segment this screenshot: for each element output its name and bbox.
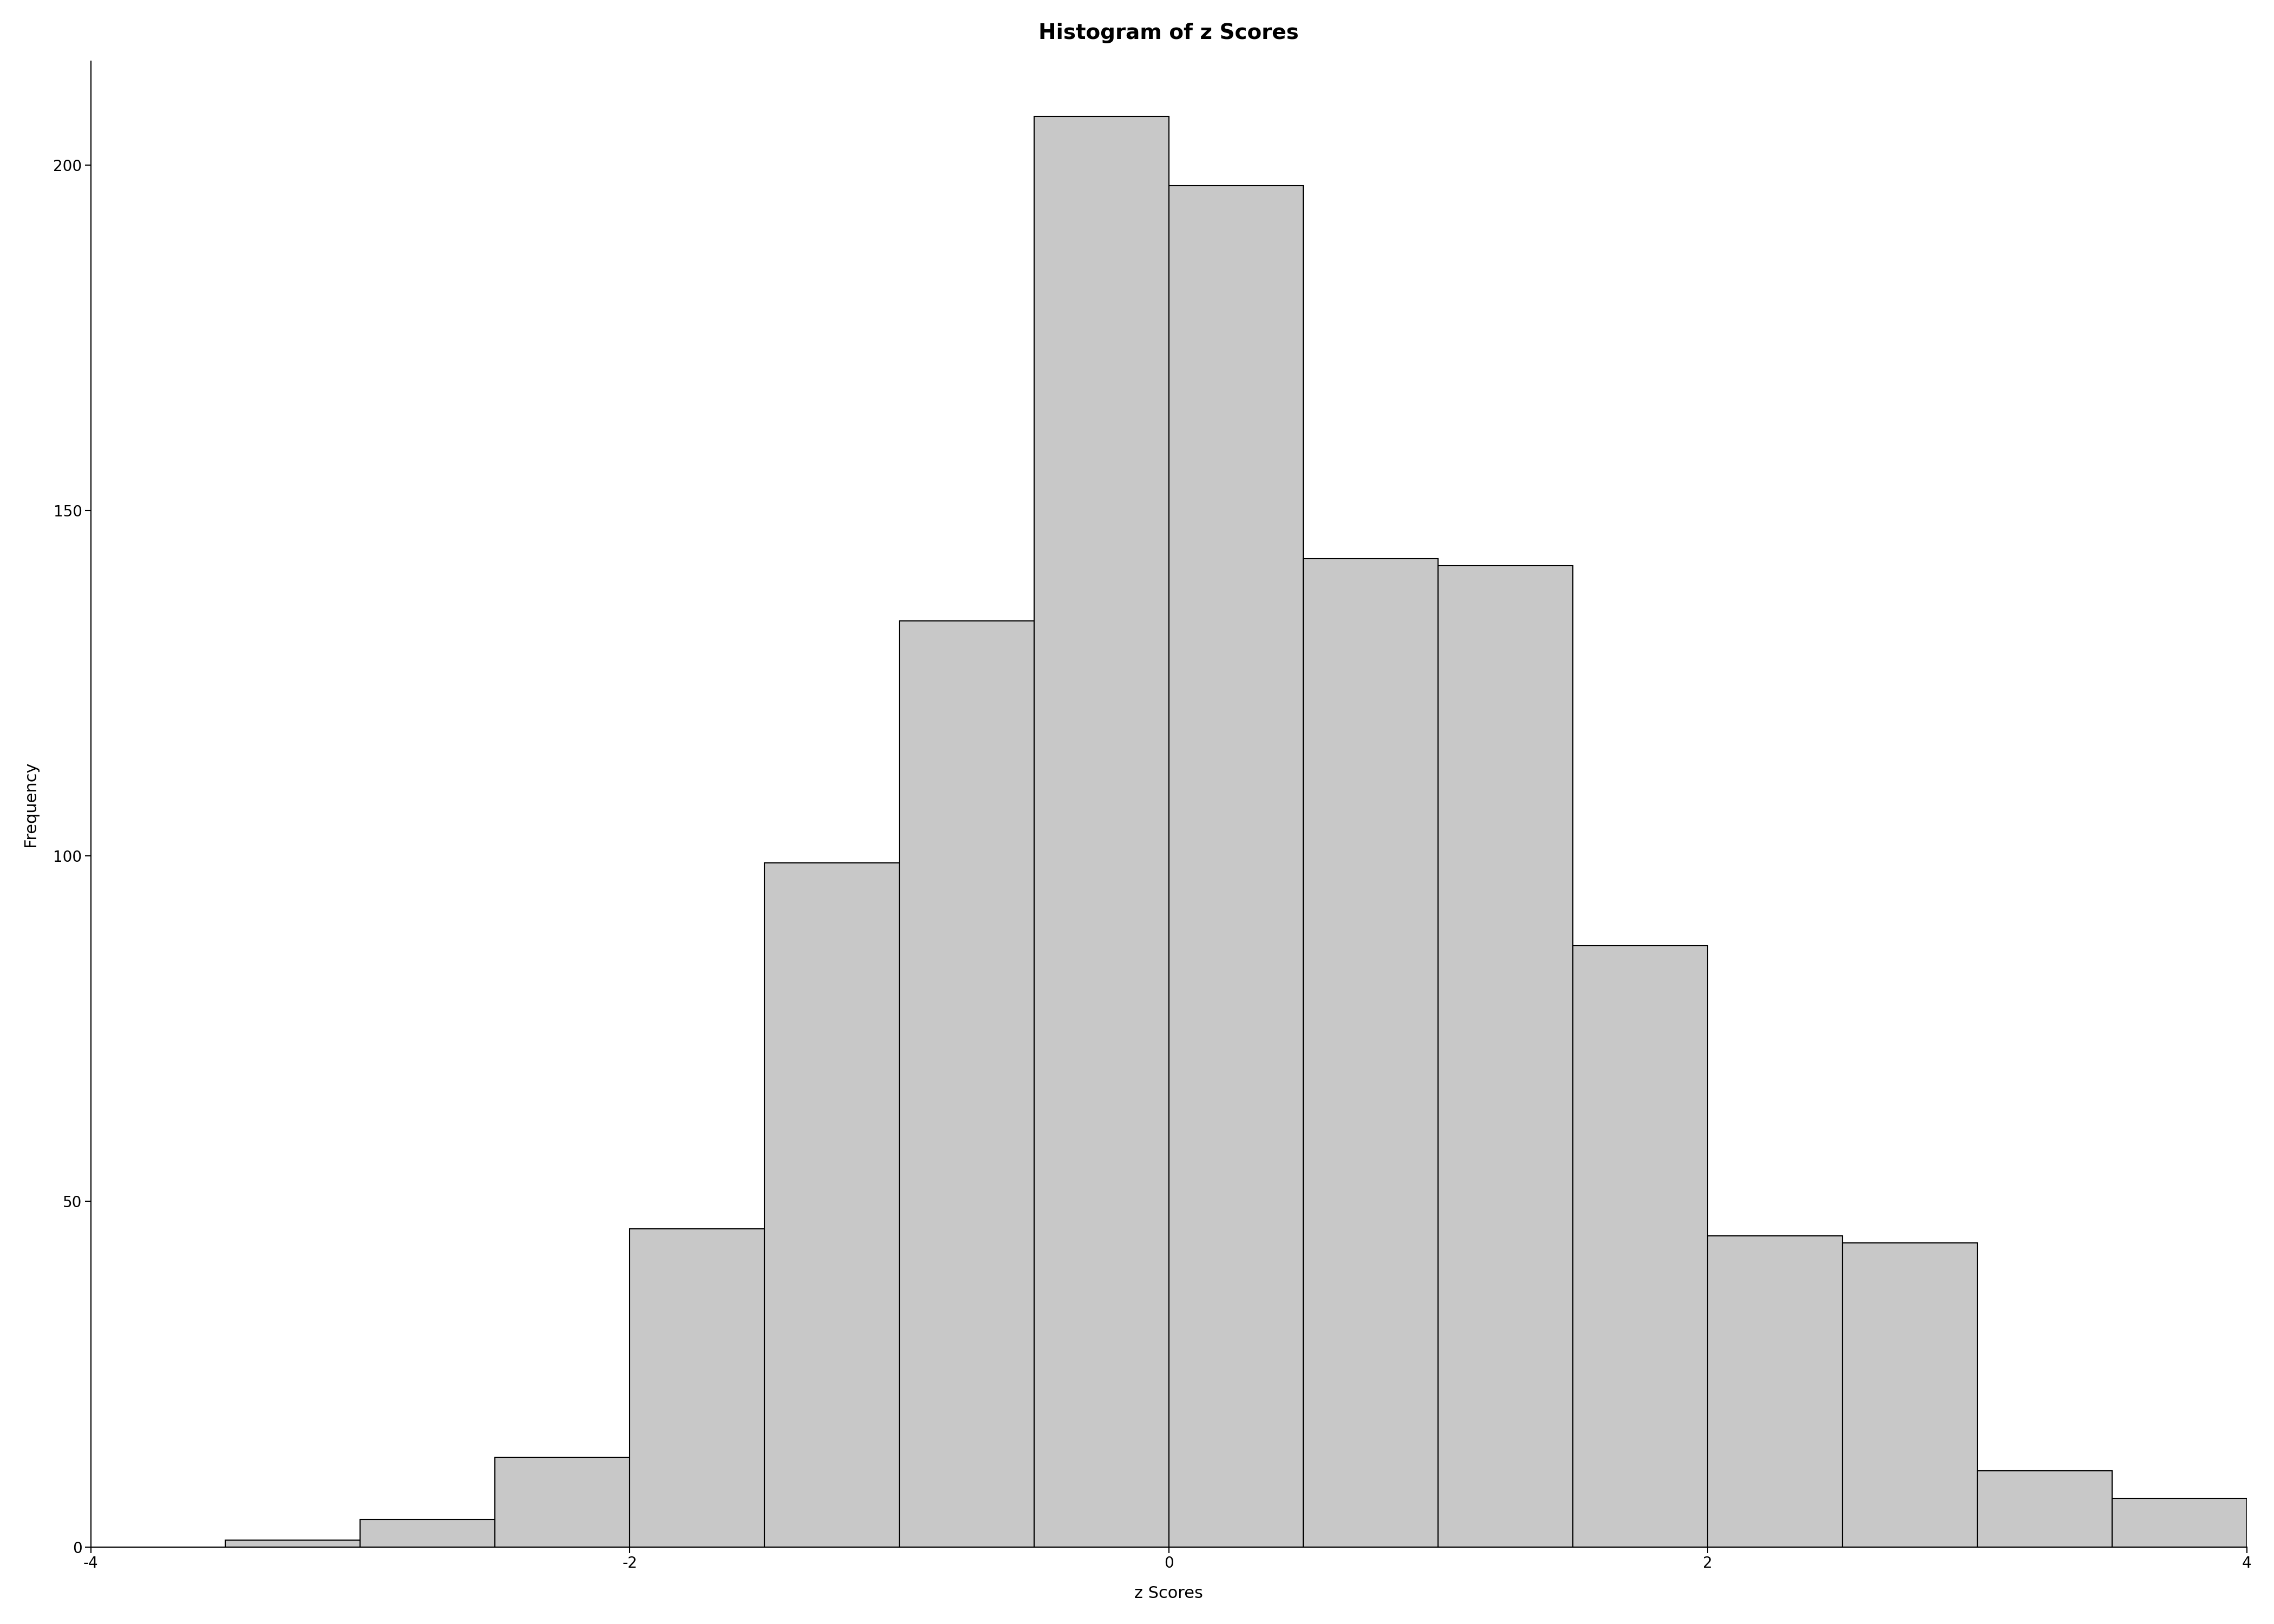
- X-axis label: z Scores: z Scores: [1135, 1585, 1203, 1601]
- Bar: [225, 1540, 359, 1548]
- Bar: [1574, 945, 1708, 1548]
- Bar: [1035, 117, 1169, 1548]
- Bar: [1976, 1471, 2113, 1548]
- Bar: [1842, 1242, 1976, 1548]
- Y-axis label: Frequency: Frequency: [23, 762, 39, 846]
- Bar: [2113, 1499, 2247, 1548]
- Bar: [496, 1457, 630, 1548]
- Bar: [1169, 185, 1303, 1548]
- Bar: [898, 620, 1035, 1548]
- Bar: [630, 1229, 764, 1548]
- Title: Histogram of z Scores: Histogram of z Scores: [1039, 23, 1298, 44]
- Bar: [1303, 559, 1437, 1548]
- Bar: [1437, 565, 1574, 1548]
- Bar: [359, 1520, 496, 1548]
- Bar: [764, 862, 898, 1548]
- Bar: [1708, 1236, 1842, 1548]
